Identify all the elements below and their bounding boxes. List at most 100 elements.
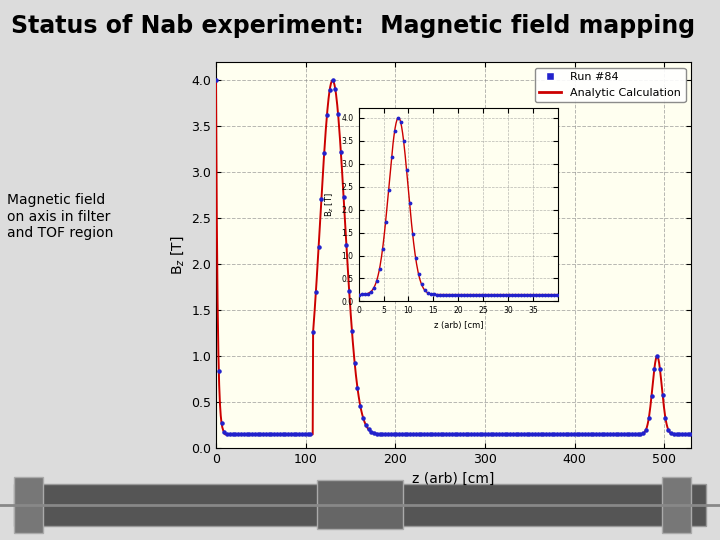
Run #84 <box>255 430 266 438</box>
Run #84 <box>374 430 385 438</box>
Point <box>542 291 554 299</box>
Run #84 <box>668 430 680 438</box>
Run #84 <box>276 430 288 438</box>
Run #84 <box>446 430 458 438</box>
Run #84 <box>315 194 327 203</box>
Point <box>368 284 379 293</box>
Run #84 <box>210 76 222 85</box>
Run #84 <box>510 430 521 438</box>
Point <box>548 291 559 299</box>
Point <box>440 291 451 299</box>
Point <box>479 291 490 299</box>
Run #84 <box>671 430 683 438</box>
Point <box>500 291 511 299</box>
Text: Status of Nab experiment:  Magnetic field mapping: Status of Nab experiment: Magnetic field… <box>11 14 695 38</box>
Run #84 <box>219 428 230 437</box>
Point <box>464 291 475 299</box>
Run #84 <box>598 430 610 438</box>
Point <box>527 291 539 299</box>
Run #84 <box>640 426 652 434</box>
Point <box>536 291 547 299</box>
Point <box>371 276 382 285</box>
Run #84 <box>438 430 449 438</box>
Run #84 <box>405 430 416 438</box>
Point <box>524 291 536 299</box>
Y-axis label: B$_z$ [T]: B$_z$ [T] <box>168 235 186 275</box>
Point <box>461 291 472 299</box>
Point <box>494 291 505 299</box>
Run #84 <box>235 430 247 438</box>
Run #84 <box>621 430 632 438</box>
Run #84 <box>565 430 577 438</box>
Run #84 <box>523 430 535 438</box>
Run #84 <box>482 430 494 438</box>
Point <box>518 291 529 299</box>
Run #84 <box>499 430 510 438</box>
X-axis label: z (arb) [cm]: z (arb) [cm] <box>413 471 495 485</box>
Point <box>380 218 392 226</box>
Run #84 <box>224 430 235 438</box>
Run #84 <box>321 111 333 119</box>
Run #84 <box>352 384 364 393</box>
Run #84 <box>213 367 225 375</box>
Run #84 <box>338 193 349 201</box>
Run #84 <box>676 430 688 438</box>
Run #84 <box>477 430 488 438</box>
Point <box>476 291 487 299</box>
Run #84 <box>335 147 346 156</box>
Run #84 <box>227 430 238 438</box>
Run #84 <box>616 430 627 438</box>
Point <box>386 153 397 162</box>
Run #84 <box>258 430 269 438</box>
Point <box>488 291 500 299</box>
Run #84 <box>516 430 527 438</box>
Run #84 <box>330 85 341 93</box>
Run #84 <box>274 430 286 438</box>
Run #84 <box>529 430 541 438</box>
Run #84 <box>526 430 538 438</box>
Run #84 <box>388 430 400 438</box>
Point <box>509 291 521 299</box>
Run #84 <box>649 364 660 373</box>
Run #84 <box>240 430 252 438</box>
Point <box>395 117 406 126</box>
Analytic Calculation <box>372 430 381 437</box>
Run #84 <box>538 430 549 438</box>
Run #84 <box>546 430 557 438</box>
Point <box>530 291 541 299</box>
Run #84 <box>682 430 693 438</box>
Point <box>512 291 523 299</box>
Run #84 <box>343 287 355 295</box>
Run #84 <box>441 430 452 438</box>
Run #84 <box>341 241 352 249</box>
Run #84 <box>646 392 657 400</box>
Run #84 <box>285 430 297 438</box>
Y-axis label: B$_z$ [T]: B$_z$ [T] <box>323 193 336 217</box>
Run #84 <box>496 430 508 438</box>
Run #84 <box>593 430 605 438</box>
Run #84 <box>513 430 524 438</box>
Run #84 <box>310 288 322 296</box>
Bar <box>662 477 691 533</box>
Run #84 <box>377 430 388 438</box>
Run #84 <box>610 430 621 438</box>
Run #84 <box>324 85 336 94</box>
Run #84 <box>685 430 696 438</box>
Run #84 <box>282 430 294 438</box>
Run #84 <box>463 430 474 438</box>
Point <box>533 291 544 299</box>
Run #84 <box>654 364 666 373</box>
Run #84 <box>493 430 505 438</box>
Point <box>452 291 464 299</box>
Run #84 <box>360 421 372 429</box>
Point <box>410 253 421 262</box>
Point <box>413 270 424 279</box>
Point <box>497 291 508 299</box>
Point <box>515 291 526 299</box>
Point <box>434 290 446 299</box>
Bar <box>317 481 403 529</box>
Run #84 <box>366 428 377 436</box>
Run #84 <box>369 429 380 437</box>
Point <box>521 291 532 299</box>
Run #84 <box>427 430 438 438</box>
